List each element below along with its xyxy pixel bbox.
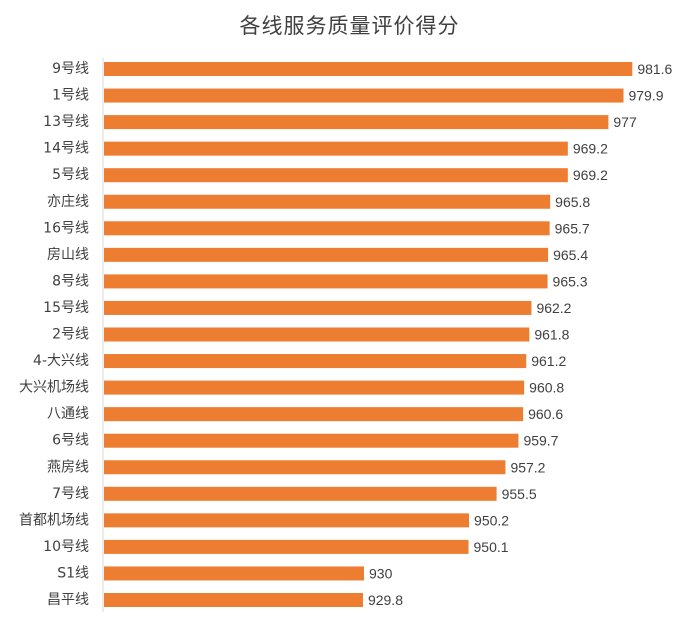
bar xyxy=(104,115,609,130)
chart-title: 各线服务质量评价得分 xyxy=(239,14,460,38)
category-label: 7号线 xyxy=(52,486,89,502)
category-label: 8号线 xyxy=(52,273,89,289)
bar xyxy=(104,407,524,422)
bar xyxy=(104,168,568,183)
value-label: 929.8 xyxy=(368,592,403,608)
bar xyxy=(104,460,506,475)
bar xyxy=(104,300,532,315)
value-label: 969.2 xyxy=(573,167,608,183)
category-label: 6号线 xyxy=(52,433,89,449)
value-label: 961.2 xyxy=(531,353,566,369)
value-label: 965.8 xyxy=(555,194,590,210)
bar xyxy=(104,486,497,501)
bar xyxy=(104,539,469,554)
value-label: 960.8 xyxy=(529,380,564,396)
value-label: 960.6 xyxy=(528,406,563,422)
category-label: 八通线 xyxy=(47,406,89,422)
category-label: 9号线 xyxy=(52,61,89,77)
category-label: 1号线 xyxy=(52,88,89,104)
category-label: 4-大兴线 xyxy=(33,353,89,369)
value-label: 930 xyxy=(369,565,393,581)
category-label: 14号线 xyxy=(43,141,89,157)
category-label: 5号线 xyxy=(52,167,89,183)
bar xyxy=(104,194,551,209)
category-label: 房山线 xyxy=(47,247,89,263)
value-label: 965.4 xyxy=(553,247,588,263)
value-label: 965.7 xyxy=(555,220,590,236)
category-label: 昌平线 xyxy=(47,592,89,608)
bar xyxy=(104,593,363,607)
value-label: 957.2 xyxy=(510,459,545,475)
category-label: 13号线 xyxy=(43,114,89,130)
category-label: 15号线 xyxy=(43,300,89,316)
value-label: 979.9 xyxy=(628,88,663,104)
value-label: 981.6 xyxy=(637,61,672,77)
bar xyxy=(104,380,525,395)
bars-layer: 9号线 981.6 1号线 979.9 13号线 977 14号线 969.2 5号线 969.2… xyxy=(19,61,673,608)
bar xyxy=(104,62,633,76)
bar xyxy=(104,247,549,262)
bar xyxy=(104,433,519,448)
bar xyxy=(104,566,364,581)
category-label: 亦庄线 xyxy=(47,193,89,210)
category-label: 16号线 xyxy=(43,220,89,236)
value-label: 977 xyxy=(613,114,637,130)
bar xyxy=(104,327,530,342)
value-label: 962.2 xyxy=(536,300,571,316)
bar xyxy=(104,88,624,103)
value-label: 950.2 xyxy=(474,512,509,528)
value-label: 959.7 xyxy=(523,433,558,449)
value-label: 961.8 xyxy=(534,327,569,343)
category-label: 10号线 xyxy=(43,539,89,555)
bar xyxy=(104,221,550,236)
category-label: 大兴机场线 xyxy=(19,380,89,396)
bar xyxy=(104,513,470,528)
value-label: 950.1 xyxy=(474,539,509,555)
category-label: S1线 xyxy=(57,565,89,581)
value-label: 965.3 xyxy=(553,273,588,289)
value-label: 969.2 xyxy=(573,141,608,157)
value-label: 955.5 xyxy=(502,486,537,502)
bar xyxy=(104,274,548,289)
category-label: 首都机场线 xyxy=(19,512,89,528)
category-label: 2号线 xyxy=(52,327,89,343)
category-label: 燕房线 xyxy=(47,459,89,475)
bar xyxy=(104,141,568,156)
bar xyxy=(104,354,527,369)
